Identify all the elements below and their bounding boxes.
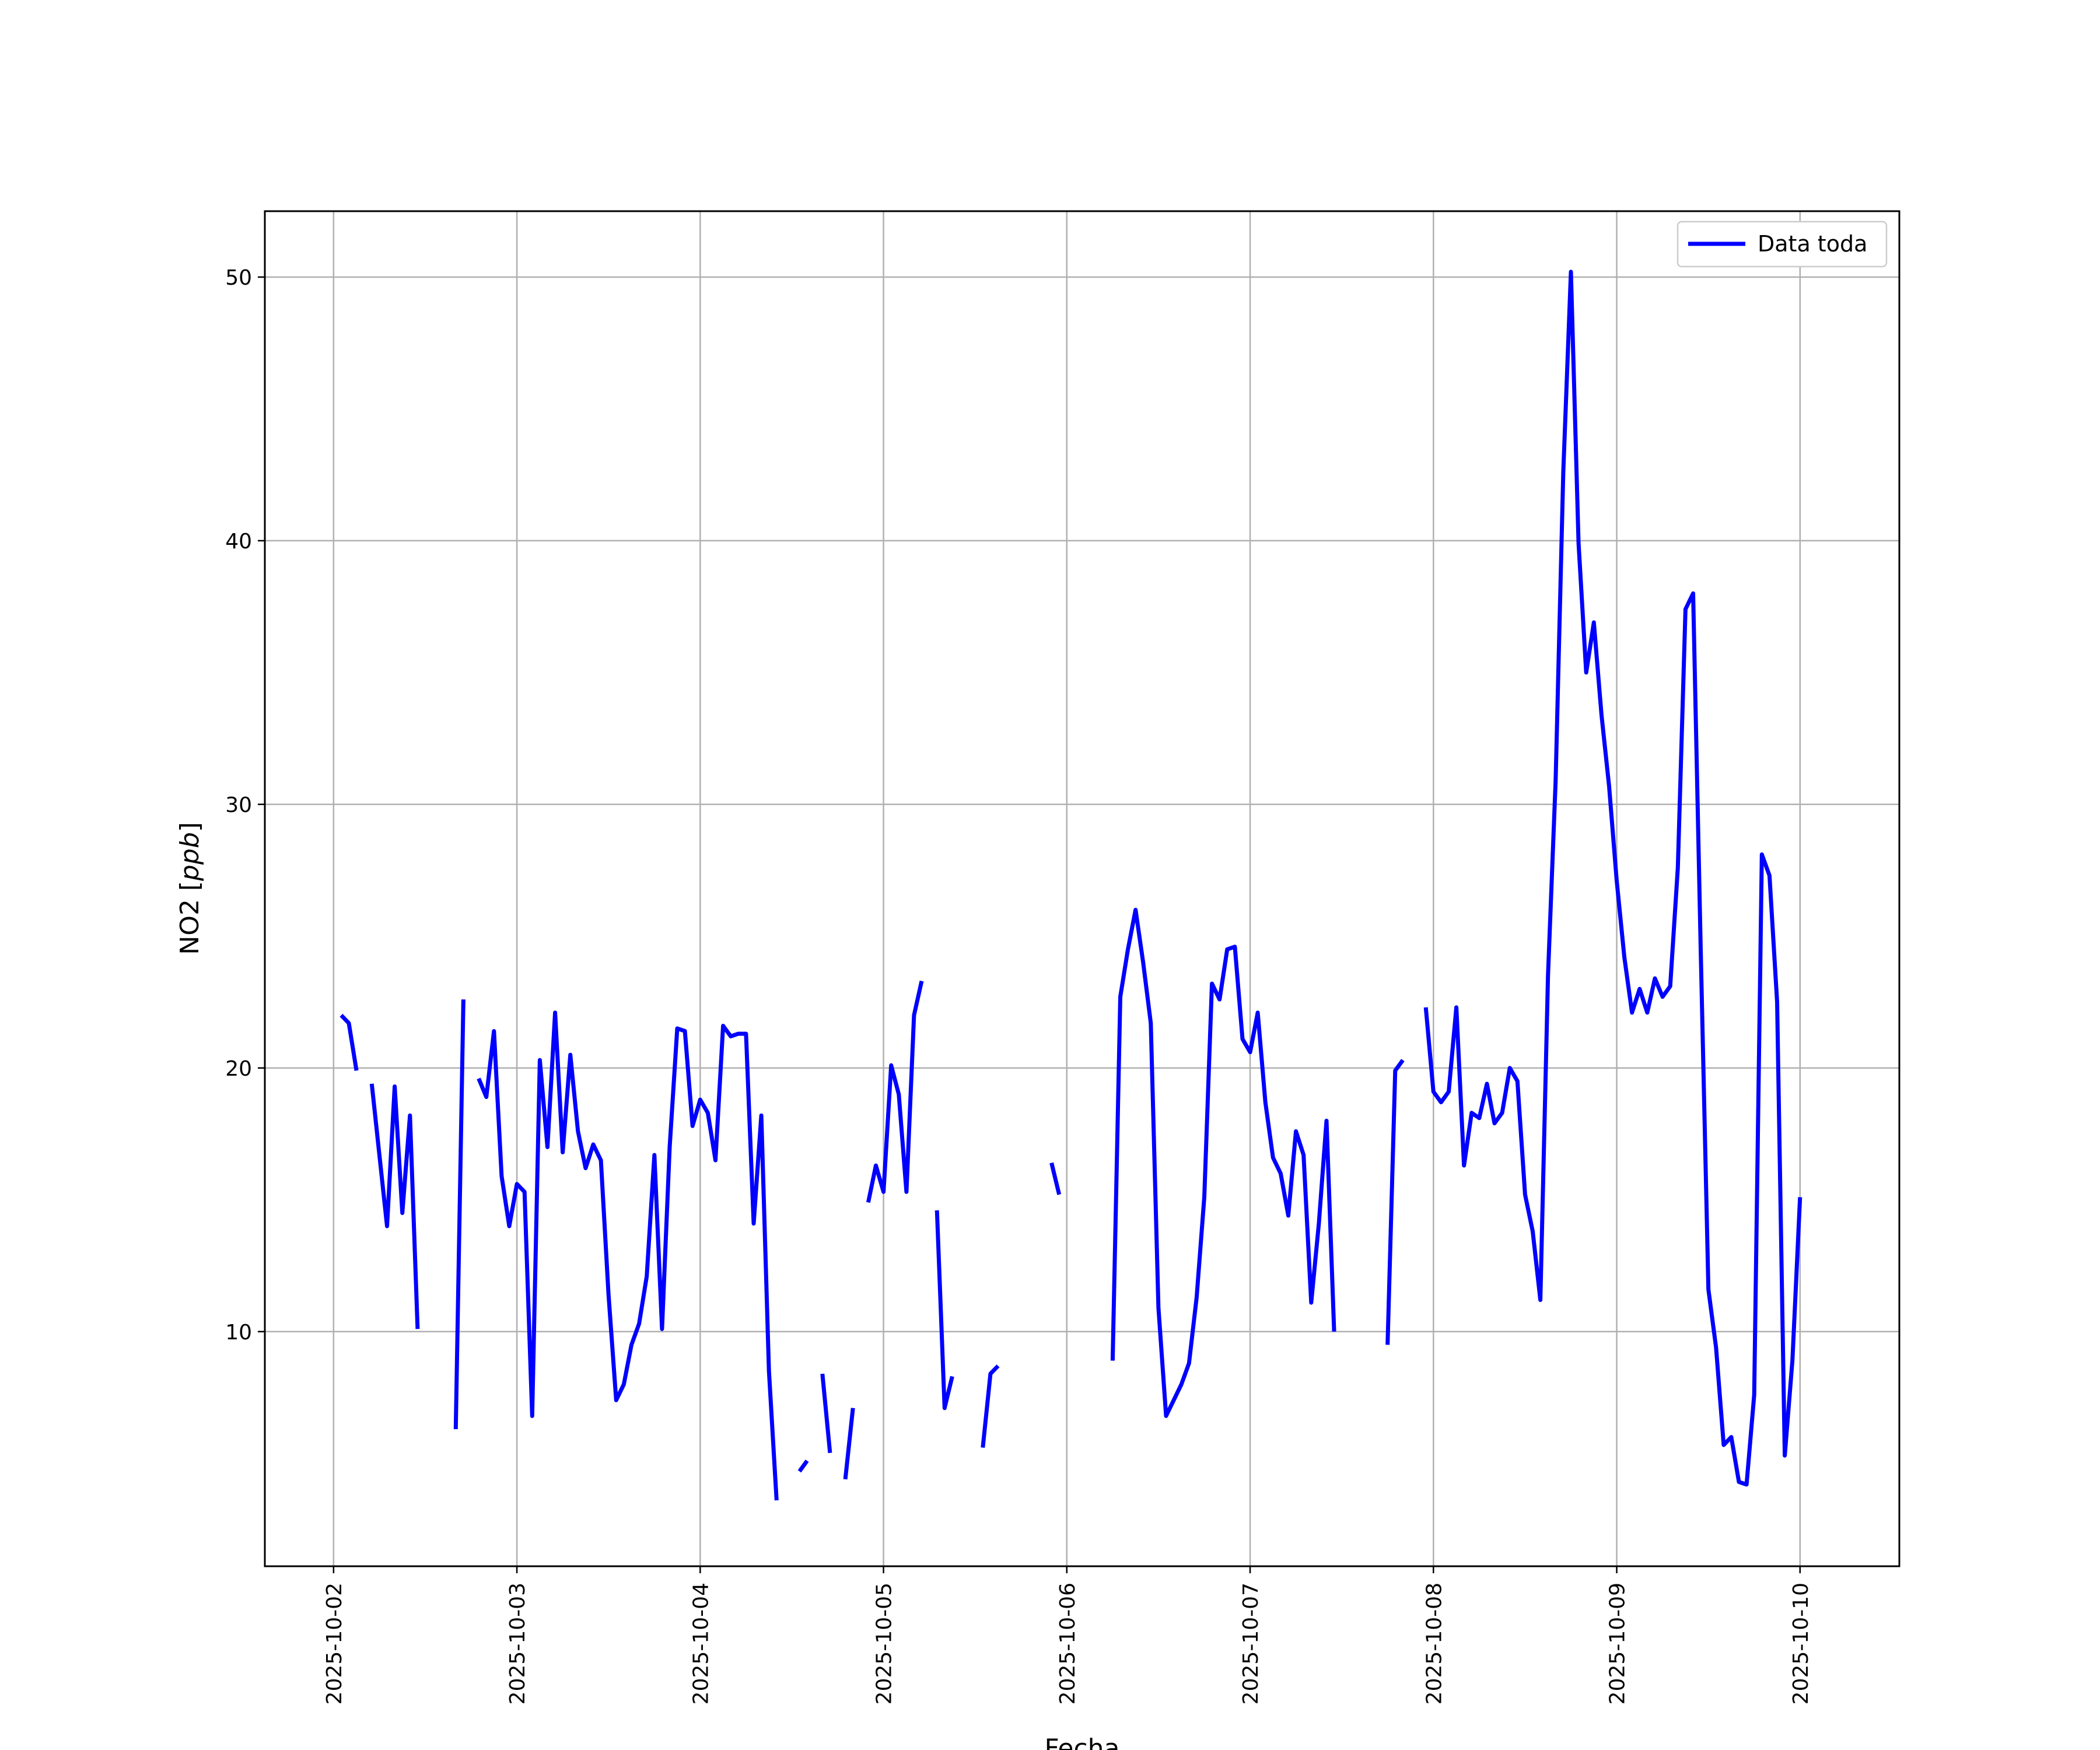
x-axis-label: Fecha: [1044, 1734, 1119, 1750]
series-line-segment: [1049, 1162, 1062, 1195]
y-tick-label-10: 10: [225, 1321, 252, 1345]
series-line-segment: [1385, 1059, 1405, 1345]
y-tick-label-40: 40: [225, 530, 252, 554]
series-line-segment: [797, 1460, 809, 1473]
y-tick-labels: 10 20 30 40 50: [225, 266, 252, 1345]
series-line-segment: [453, 999, 466, 1430]
series-line-segment: [340, 1013, 359, 1071]
x-tick-label-2025-10-04: 2025-10-04: [689, 1583, 713, 1704]
y-tick-label-50: 50: [225, 266, 252, 290]
legend-box: [1676, 220, 1888, 268]
y-axis-label: NO2 [ppb]: [175, 822, 205, 955]
series-line-segment: [477, 1010, 779, 1501]
y-tick-label-20: 20: [225, 1057, 252, 1081]
x-tick-label-2025-10-09: 2025-10-09: [1606, 1583, 1630, 1704]
legend-label-data-toda: Data toda: [1758, 231, 1867, 257]
series-line-segment: [369, 1083, 420, 1329]
x-tick-label-2025-10-08: 2025-10-08: [1422, 1583, 1446, 1704]
plot-frame: [264, 210, 1901, 1567]
y-tick-label-30: 30: [225, 793, 252, 817]
tick-marks: [258, 276, 1801, 1573]
grid-lines: [265, 211, 1899, 1566]
series-layer: [340, 270, 1803, 1501]
x-tick-label-2025-10-10: 2025-10-10: [1789, 1583, 1813, 1704]
series-line-segment: [981, 1364, 1000, 1448]
legend: Data toda: [1676, 220, 1888, 268]
x-tick-label-2025-10-03: 2025-10-03: [506, 1583, 530, 1704]
y-axis-label-suffix: ]: [175, 822, 205, 832]
x-tick-labels: 2025-10-02 2025-10-03 2025-10-04 2025-10-05…: [323, 1583, 1813, 1704]
series-line-segment: [843, 1408, 855, 1480]
x-tick-label-2025-10-06: 2025-10-06: [1056, 1583, 1080, 1704]
x-tick-label-2025-10-07: 2025-10-07: [1239, 1583, 1263, 1704]
series-line-segment: [820, 1373, 832, 1454]
y-axis-label-text: NO2 [: [175, 881, 205, 955]
series-line-segment: [1423, 270, 1803, 1487]
x-tick-label-2025-10-02: 2025-10-02: [323, 1583, 346, 1704]
series-line-segment: [866, 980, 924, 1203]
series-line-segment: [935, 1210, 954, 1410]
x-tick-label-2025-10-05: 2025-10-05: [873, 1583, 897, 1704]
y-axis-label-unit: ppb: [175, 832, 205, 881]
series-line-segment: [1110, 908, 1336, 1418]
